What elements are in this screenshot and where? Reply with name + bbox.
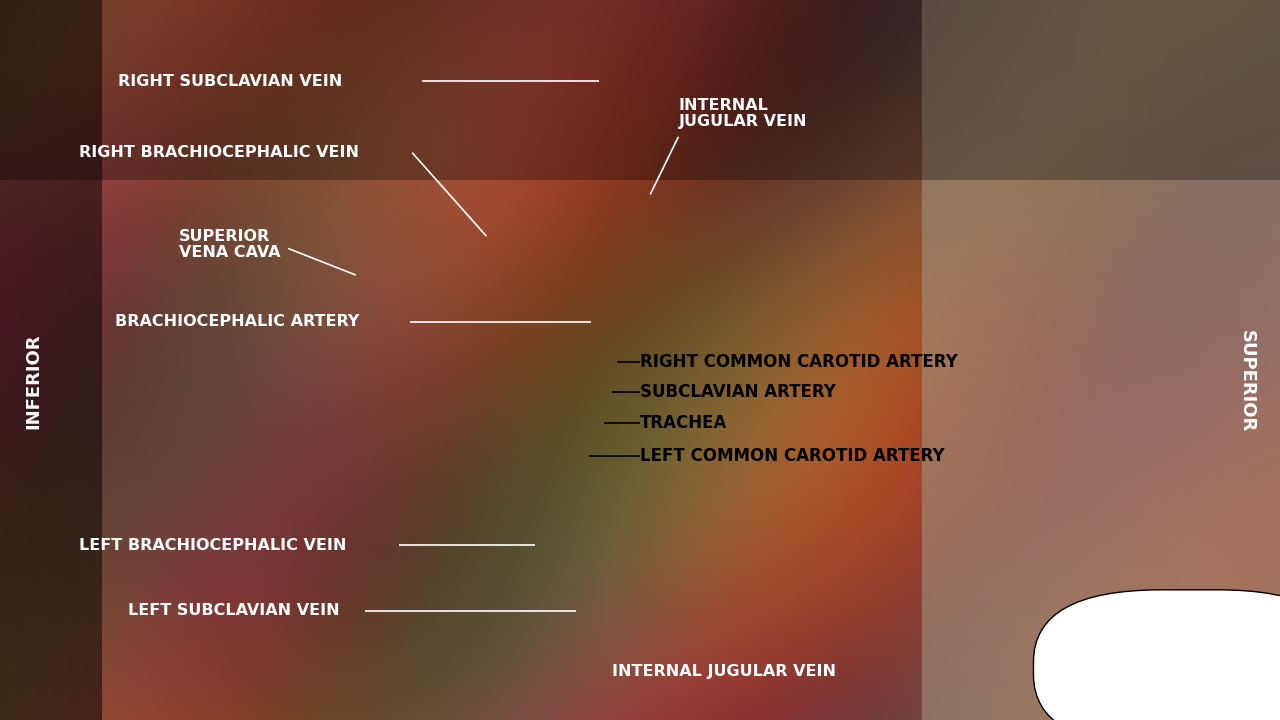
Text: INFERIOR: INFERIOR: [24, 334, 42, 429]
Text: INTERNAL JUGULAR VEIN: INTERNAL JUGULAR VEIN: [612, 664, 836, 678]
Text: RIGHT BRACHIOCEPHALIC VEIN: RIGHT BRACHIOCEPHALIC VEIN: [79, 145, 360, 160]
Text: SUPERIOR: SUPERIOR: [1238, 330, 1256, 433]
Text: SUBCLAVIAN ARTERY: SUBCLAVIAN ARTERY: [640, 383, 836, 401]
Text: LEFT SUBCLAVIAN VEIN: LEFT SUBCLAVIAN VEIN: [128, 603, 339, 618]
Text: RIGHT SUBCLAVIAN VEIN: RIGHT SUBCLAVIAN VEIN: [118, 74, 342, 89]
Text: TRACHEA: TRACHEA: [640, 415, 727, 432]
Text: RIGHT COMMON CAROTID ARTERY: RIGHT COMMON CAROTID ARTERY: [640, 354, 957, 372]
Text: LEFT COMMON CAROTID ARTERY: LEFT COMMON CAROTID ARTERY: [640, 446, 945, 465]
FancyBboxPatch shape: [1033, 590, 1280, 720]
Text: SUPERIOR
VENA CAVA: SUPERIOR VENA CAVA: [179, 229, 280, 261]
Text: INTERNAL
JUGULAR VEIN: INTERNAL JUGULAR VEIN: [678, 98, 806, 130]
Text: LEFT BRACHIOCEPHALIC VEIN: LEFT BRACHIOCEPHALIC VEIN: [79, 538, 347, 552]
Circle shape: [1126, 660, 1157, 677]
Text: BRACHIOCEPHALIC ARTERY: BRACHIOCEPHALIC ARTERY: [115, 315, 360, 329]
